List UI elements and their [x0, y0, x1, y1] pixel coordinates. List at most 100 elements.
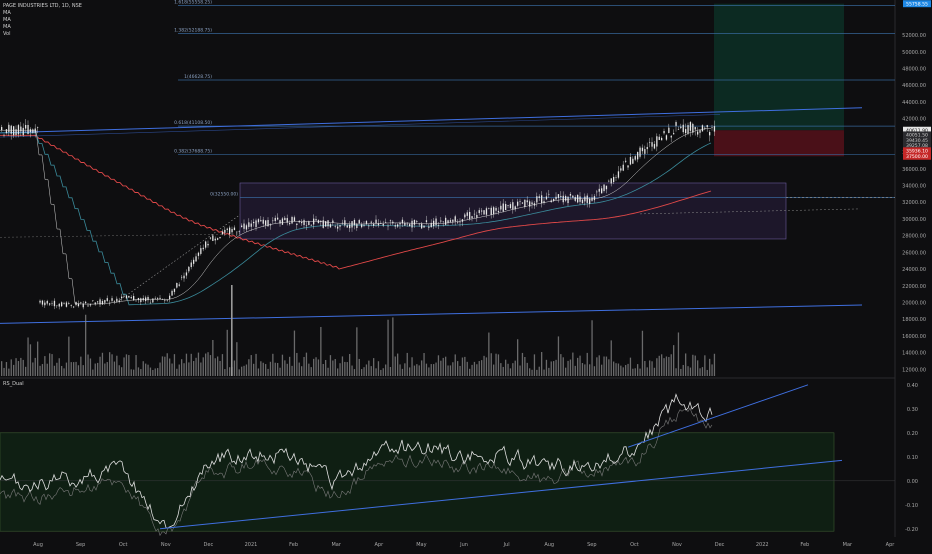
volume-bar [370, 366, 372, 376]
volume-bar [560, 354, 562, 376]
candle-body [147, 296, 149, 301]
volume-bar [313, 358, 315, 376]
candle-body [133, 296, 135, 301]
candle-body [550, 200, 552, 203]
candle-body [358, 220, 360, 224]
candle-body [620, 168, 622, 171]
volume-bar [212, 339, 214, 376]
volume-bar [205, 353, 207, 376]
candle-body [382, 223, 384, 226]
volume-bar [101, 352, 104, 376]
ma-legend-1[interactable]: MA [3, 10, 11, 16]
price-axis-tick: 32000.00 [902, 200, 926, 206]
volume-bar [416, 364, 418, 376]
candle-body [200, 248, 202, 254]
candle-body [212, 235, 214, 241]
volume-bar [471, 364, 473, 376]
volume-bar [656, 358, 658, 376]
volume-legend[interactable]: Vol [3, 31, 11, 37]
volume-bar [670, 354, 672, 376]
volume-bar [257, 368, 260, 376]
volume-bar [233, 360, 236, 376]
price-axis-tick: 48000.00 [902, 67, 926, 73]
volume-bar [344, 361, 346, 376]
candle-body [435, 218, 437, 226]
candle-body [392, 221, 394, 224]
candle-body [202, 247, 204, 250]
candle-body [293, 217, 296, 222]
volume-bar [469, 368, 471, 376]
volume-bar [531, 369, 533, 376]
volume-bar [526, 362, 528, 376]
volume-bar [99, 356, 101, 376]
volume-bar [13, 364, 15, 376]
candle-body [454, 216, 456, 222]
candle-body [697, 131, 699, 135]
volume-bar [668, 357, 670, 376]
candle-body [221, 231, 224, 235]
candle-body [596, 191, 598, 193]
candle-body [373, 223, 375, 226]
candle-body [188, 266, 190, 272]
price-axis-tick: 52000.00 [902, 33, 926, 39]
volume-bar [58, 358, 60, 376]
time-axis-tick: Sep [587, 542, 596, 548]
candle-body [77, 303, 80, 307]
candle-body [387, 225, 389, 227]
volume-bar [428, 367, 430, 376]
indicator-legend[interactable]: RS_Dual [3, 381, 24, 387]
volume-bar [437, 355, 440, 376]
ma-legend-3[interactable]: MA [3, 24, 11, 30]
volume-bar [661, 354, 663, 376]
volume-bar [529, 368, 531, 376]
candle-body [593, 196, 596, 201]
indicator-axis-tick: 0.10 [907, 455, 918, 461]
price-axis-tick: 24000.00 [902, 267, 926, 273]
candle-body [279, 220, 281, 224]
candle-body [80, 302, 82, 303]
candle-body [111, 298, 113, 301]
candle-body [344, 220, 346, 226]
volume-bar [173, 354, 176, 376]
time-axis-tick: Jul [503, 542, 510, 548]
volume-bar [94, 363, 96, 376]
candle-body [34, 128, 36, 133]
candle-body [476, 214, 478, 218]
candle-body [190, 262, 192, 268]
volume-bar [308, 363, 310, 376]
volume-bar [478, 361, 480, 376]
candle-body [543, 201, 545, 203]
ma-legend-2[interactable]: MA [3, 17, 11, 23]
current-price-badge: 40611.90 [906, 128, 928, 134]
candle-body [562, 195, 564, 203]
volume-bar [337, 368, 339, 376]
volume-bar [507, 363, 509, 376]
volume-bar [37, 341, 39, 376]
candle-body [13, 126, 15, 136]
volume-bar [627, 363, 629, 376]
candle-body [665, 135, 668, 140]
candle-body [137, 297, 140, 301]
volume-bar [250, 355, 252, 376]
candle-body [490, 207, 492, 215]
candle-body [452, 219, 454, 222]
candle-body [116, 298, 118, 302]
volume-bar [641, 330, 644, 376]
candle-body [670, 135, 672, 138]
volume-bar [711, 364, 713, 376]
volume-bar [3, 367, 5, 376]
price-axis-tick: 36000.00 [902, 167, 926, 173]
candle-body [675, 122, 677, 126]
volume-bar [332, 360, 334, 376]
volume-bar [303, 356, 305, 376]
candle-body [579, 196, 581, 202]
volume-bar [673, 345, 675, 376]
volume-bar [221, 354, 224, 376]
symbol-title[interactable]: PAGE INDUSTRIES LTD, 1D, NSE [3, 3, 82, 9]
candle-body [656, 136, 658, 147]
volume-bar [190, 353, 192, 376]
volume-bar [685, 353, 687, 376]
volume-bar [111, 354, 113, 376]
